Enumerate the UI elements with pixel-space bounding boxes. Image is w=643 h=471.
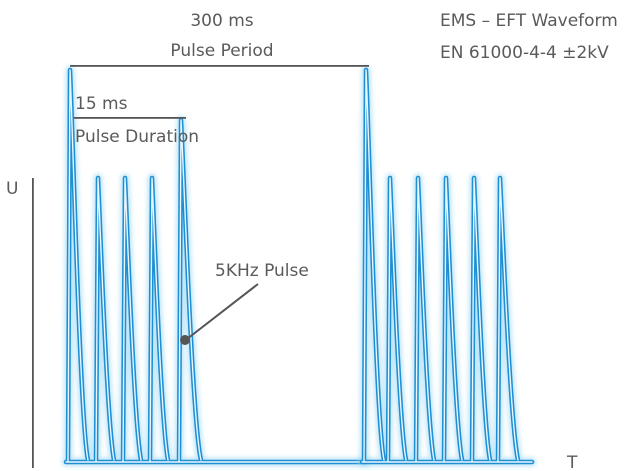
pulse-duration-value: 15 ms (75, 94, 128, 114)
waveform-burst-2 (357, 65, 537, 467)
waveform-standard: EN 61000-4-4 ±2kV (440, 43, 609, 63)
pulse-period-label: Pulse Period (170, 41, 273, 61)
y-axis-label: U (6, 179, 18, 199)
waveform-highlight (65, 69, 367, 463)
pulse-callout-dot (180, 335, 190, 345)
x-axis-label: T (566, 453, 578, 471)
waveform-burst-1 (61, 65, 371, 467)
pulse-duration-label: Pulse Duration (75, 127, 199, 147)
pulse-callout-leader (186, 283, 259, 340)
pulse-duration-bracket (74, 117, 186, 119)
pulse-callout-label: 5KHz Pulse (215, 261, 309, 281)
pulse-period-bracket (70, 65, 369, 67)
waveform-title: EMS – EFT Waveform (440, 11, 618, 31)
y-axis-line (32, 178, 34, 468)
pulse-period-value: 300 ms (190, 11, 253, 31)
waveform-highlight (361, 69, 533, 463)
